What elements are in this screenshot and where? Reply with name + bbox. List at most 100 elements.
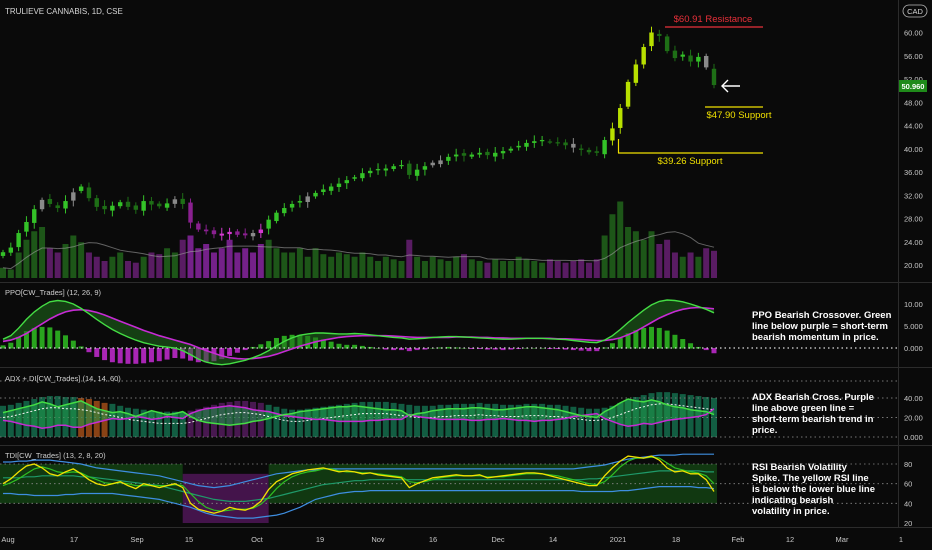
volume-bar: [210, 252, 217, 278]
volume-bar: [328, 256, 335, 278]
price-tick-label: 28.00: [904, 215, 923, 224]
candle-body: [157, 203, 162, 207]
ppo-histogram-bar: [398, 348, 404, 351]
adx-histogram-bar: [703, 397, 710, 437]
adx-histogram-bar: [398, 403, 405, 437]
adx-histogram-bar: [554, 404, 561, 437]
currency-badge[interactable]: CAD: [902, 4, 928, 18]
ppo-histogram-bar: [344, 344, 350, 349]
volume-bar: [671, 252, 678, 278]
candle-body: [321, 189, 326, 192]
ppo-histogram-bar: [172, 348, 178, 359]
volume-bar: [437, 259, 444, 278]
adx-note: ADX Bearish Cross. Purple line above gree…: [752, 392, 874, 436]
ppo-histogram-bar: [602, 347, 608, 349]
candle-body: [602, 140, 607, 155]
adx-histogram-bar: [460, 403, 467, 437]
ppo-histogram-bar: [258, 344, 264, 349]
ppo-histogram-bar: [336, 343, 342, 349]
ppo-histogram-bar: [273, 337, 279, 349]
adx-histogram-bar: [164, 411, 171, 437]
volume-bar: [343, 254, 350, 278]
volume-bar: [421, 261, 428, 278]
ppo-panel: [0, 299, 898, 366]
ppo-histogram-bar: [555, 348, 561, 350]
adx-histogram-bar: [570, 406, 577, 437]
candle-body: [289, 203, 295, 208]
price-tick-label: 48.00: [904, 98, 923, 107]
ppo-histogram-bar: [328, 341, 334, 349]
adx-histogram-bar: [437, 404, 444, 437]
candle-body: [352, 177, 357, 179]
ppo-histogram-bar: [102, 348, 108, 361]
adx-histogram-bar: [601, 407, 608, 437]
candle-body: [141, 201, 146, 211]
candle-body: [625, 81, 631, 107]
ppo-histogram-bar: [469, 348, 475, 350]
ppo-histogram-bar: [578, 348, 584, 351]
tdi-rsi-line: [2, 455, 715, 514]
time-tick-label: 18: [672, 535, 680, 544]
candle-body: [360, 173, 365, 179]
volume-bar: [414, 256, 421, 278]
ppo-histogram-bar: [39, 326, 45, 349]
ppo-histogram-bar: [414, 348, 420, 351]
candle-body: [274, 212, 279, 222]
ppo-histogram-bar: [31, 327, 37, 349]
volume-bar: [117, 252, 124, 278]
price-tick-label: 40.00: [904, 145, 923, 154]
candle-body: [258, 229, 264, 234]
volume-bar: [335, 252, 342, 278]
ppo-histogram-bar: [641, 327, 647, 349]
candle-body: [618, 108, 623, 128]
volume-bar: [687, 252, 694, 278]
volume-bar: [351, 256, 358, 278]
adx-histogram-bar: [187, 410, 194, 437]
adx-histogram-bar: [312, 407, 319, 437]
ppo-histogram-bar: [453, 347, 459, 349]
candle-body: [578, 148, 584, 150]
candle-body: [664, 36, 670, 52]
volume-bar: [625, 227, 632, 278]
support-label-2: $39.26 Support: [658, 156, 723, 167]
ppo-histogram-bar: [352, 344, 358, 349]
candle-body: [102, 205, 107, 210]
candle-body: [266, 219, 271, 229]
candle-body: [657, 33, 662, 36]
adx-legend: ADX + DI[CW_Trades] (14, 14, 60): [5, 374, 121, 383]
candle-body: [336, 183, 342, 187]
ppo-histogram-bar: [180, 348, 186, 359]
candle-body: [196, 223, 201, 230]
candle-body: [344, 180, 349, 184]
volume-bar: [656, 244, 663, 278]
ppo-histogram-bar: [617, 337, 623, 349]
candle-body: [133, 205, 139, 210]
volume-bars: [0, 201, 717, 278]
tdi-upper-band: [3, 453, 714, 489]
candle-body: [493, 152, 498, 157]
last-price-tag-bg: [899, 80, 927, 92]
ppo-histogram-bar: [703, 348, 709, 351]
volume-bar: [164, 248, 171, 278]
candle-body: [430, 162, 435, 166]
ppo-histogram-bar: [523, 348, 529, 349]
candle-body: [633, 64, 639, 83]
candle-body: [149, 201, 154, 205]
ppo-histogram-bar: [70, 340, 76, 349]
candle-body: [188, 202, 193, 223]
ppo-note: PPO Bearish Crossover. Green line below p…: [752, 310, 892, 343]
ppo-histogram-bar: [438, 347, 444, 349]
volume-bar: [554, 261, 561, 278]
candle-body: [211, 230, 217, 235]
price-tick-label: 52.00: [904, 75, 923, 84]
candle-body: [508, 148, 514, 151]
candle-body: [24, 221, 29, 232]
volume-bar: [31, 231, 38, 278]
price-tick-label: 20.00: [904, 261, 923, 270]
ppo-histogram-bar: [383, 348, 389, 350]
volume-bar: [382, 256, 389, 278]
time-tick-label: 1: [899, 535, 903, 544]
adx-histogram-bar: [195, 408, 202, 437]
adx-histogram-bar: [429, 405, 436, 437]
